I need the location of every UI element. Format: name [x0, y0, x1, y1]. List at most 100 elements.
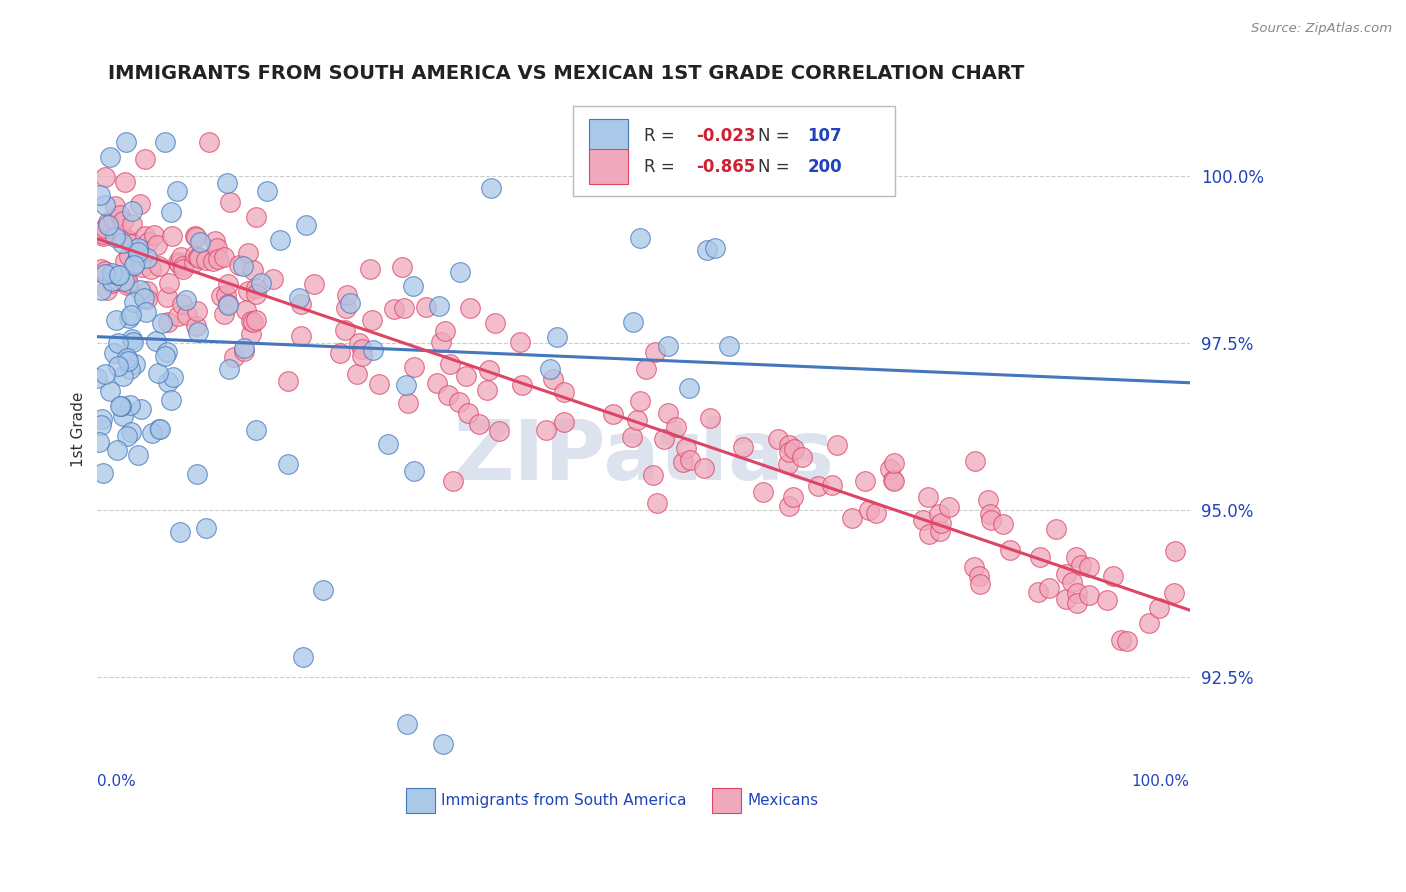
Point [110, 400, 132, 414]
Point [245, 313, 267, 327]
Point [131, 260, 153, 275]
Point [347, 336, 370, 351]
Point [776, 457, 799, 471]
Point [122, 258, 145, 272]
Point [112, 274, 135, 288]
Point [439, 357, 461, 371]
Point [361, 343, 384, 358]
Point [853, 474, 876, 488]
Point [441, 475, 464, 489]
Point [94, 264, 117, 278]
Text: 0.0%: 0.0% [97, 773, 136, 789]
Point [156, 290, 179, 304]
Point [644, 345, 666, 359]
Point [195, 520, 218, 534]
Point [1102, 568, 1125, 582]
Point [290, 328, 312, 343]
Point [184, 230, 207, 244]
Point [107, 336, 129, 351]
Point [391, 260, 413, 274]
Point [918, 527, 941, 541]
Point [626, 413, 648, 427]
Point [858, 503, 880, 517]
Point [969, 577, 991, 591]
Point [766, 432, 789, 446]
Point [146, 366, 169, 380]
Point [718, 339, 741, 353]
Point [184, 248, 207, 262]
Point [752, 485, 775, 500]
Point [377, 437, 399, 451]
Point [429, 334, 451, 349]
Point [94, 268, 117, 282]
Text: Immigrants from South America: Immigrants from South America [441, 793, 688, 808]
Point [628, 231, 651, 245]
Point [509, 334, 531, 349]
Point [928, 524, 950, 538]
Point [969, 569, 991, 583]
Point [134, 152, 156, 166]
Point [1026, 585, 1049, 599]
Point [392, 301, 415, 315]
Point [217, 277, 239, 291]
Point [277, 457, 299, 471]
Point [104, 230, 127, 244]
Point [160, 392, 183, 407]
Point [449, 265, 471, 279]
Point [1147, 600, 1170, 615]
Point [90, 412, 112, 426]
Point [346, 367, 368, 381]
Point [90, 261, 112, 276]
Point [170, 296, 193, 310]
Point [94, 367, 117, 381]
Point [882, 473, 904, 487]
Point [294, 218, 316, 232]
Point [457, 406, 479, 420]
Point [111, 409, 134, 423]
Point [998, 543, 1021, 558]
Point [778, 445, 800, 459]
Point [222, 350, 245, 364]
Point [167, 257, 190, 271]
Point [350, 342, 373, 356]
Point [111, 369, 134, 384]
Point [184, 228, 207, 243]
Text: ZIPatlas: ZIPatlas [453, 416, 834, 497]
Point [456, 369, 478, 384]
Point [156, 375, 179, 389]
Point [152, 316, 174, 330]
Point [245, 423, 267, 437]
Point [675, 442, 697, 456]
Point [129, 401, 152, 416]
Point [104, 199, 127, 213]
Text: 200: 200 [807, 158, 842, 176]
Point [153, 350, 176, 364]
Point [97, 218, 120, 232]
FancyBboxPatch shape [589, 149, 628, 184]
Point [141, 426, 163, 441]
Point [101, 277, 124, 291]
Text: N =: N = [758, 128, 794, 145]
Point [1066, 595, 1088, 609]
Point [1109, 633, 1132, 648]
Point [382, 301, 405, 316]
Point [1077, 560, 1099, 574]
Point [693, 461, 716, 475]
Point [553, 415, 575, 429]
Point [194, 253, 217, 268]
Point [468, 417, 491, 431]
Point [115, 428, 138, 442]
Point [426, 376, 449, 390]
Point [217, 298, 239, 312]
Point [432, 737, 454, 751]
Point [98, 150, 121, 164]
Point [160, 204, 183, 219]
Point [132, 291, 155, 305]
Point [127, 245, 149, 260]
Point [704, 241, 727, 255]
Point [108, 208, 131, 222]
Point [447, 395, 470, 409]
Point [115, 273, 138, 287]
Point [136, 251, 159, 265]
Text: R =: R = [644, 128, 679, 145]
